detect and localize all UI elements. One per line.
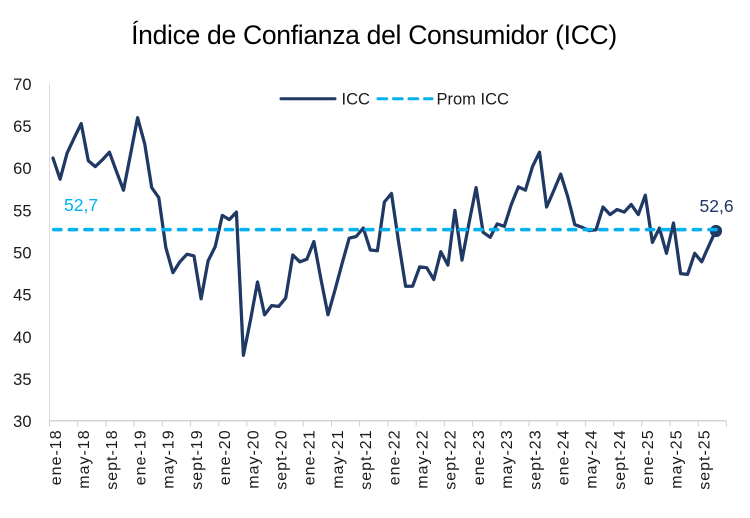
svg-text:sept-21: sept-21 (358, 429, 375, 489)
svg-text:ene-20: ene-20 (217, 429, 234, 485)
svg-text:65: 65 (13, 118, 31, 136)
svg-text:50: 50 (13, 245, 31, 263)
svg-text:ene-24: ene-24 (556, 429, 573, 485)
svg-text:may-21: may-21 (330, 429, 347, 488)
svg-text:ene-18: ene-18 (48, 429, 65, 485)
svg-text:may-24: may-24 (584, 429, 601, 488)
svg-text:may-20: may-20 (245, 429, 262, 488)
svg-text:ene-19: ene-19 (132, 429, 149, 485)
svg-text:may-19: may-19 (161, 429, 178, 488)
svg-text:ene-25: ene-25 (640, 429, 657, 485)
svg-text:Índice de Confianza del Consum: Índice de Confianza del Consumidor (ICC) (131, 20, 617, 50)
svg-text:70: 70 (13, 76, 31, 94)
svg-text:sept-19: sept-19 (189, 429, 206, 489)
svg-text:ene-23: ene-23 (471, 429, 488, 485)
svg-text:ICC: ICC (342, 91, 371, 109)
svg-text:ene-21: ene-21 (302, 429, 319, 485)
svg-text:sept-23: sept-23 (527, 429, 544, 489)
svg-text:sept-25: sept-25 (697, 429, 714, 489)
svg-text:Prom ICC: Prom ICC (437, 91, 510, 109)
svg-text:52,6: 52,6 (700, 196, 734, 216)
svg-text:may-22: may-22 (415, 429, 432, 488)
svg-text:60: 60 (13, 160, 31, 178)
svg-text:40: 40 (13, 329, 31, 347)
svg-text:ene-22: ene-22 (386, 429, 403, 485)
svg-text:45: 45 (13, 287, 31, 305)
svg-text:may-25: may-25 (668, 429, 685, 488)
svg-text:sept-24: sept-24 (612, 429, 629, 489)
svg-text:sept-22: sept-22 (443, 429, 460, 489)
svg-text:52,7: 52,7 (64, 195, 98, 215)
svg-text:sept-20: sept-20 (274, 429, 291, 489)
svg-text:sept-18: sept-18 (104, 429, 121, 489)
svg-text:may-23: may-23 (499, 429, 516, 488)
svg-text:30: 30 (13, 413, 31, 431)
svg-text:55: 55 (13, 202, 31, 220)
svg-text:may-18: may-18 (76, 429, 93, 488)
svg-text:35: 35 (13, 371, 31, 389)
